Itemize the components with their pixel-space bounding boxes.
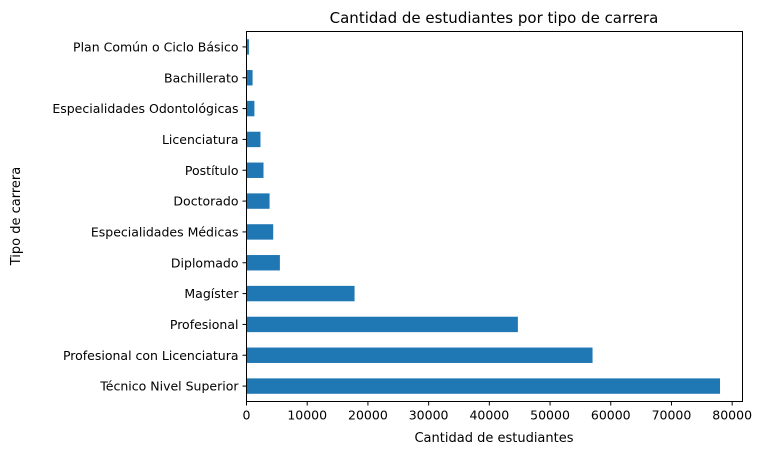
y-tick-label: Técnico Nivel Superior [99,379,239,394]
bar [246,378,721,394]
bar [246,224,274,240]
y-tick-label: Especialidades Médicas [91,224,239,239]
bars-group [246,39,721,394]
y-axis: Técnico Nivel Superior Profesional con Li… [52,39,247,394]
bar [246,285,355,302]
x-tick-label: 80000 [712,408,752,423]
y-tick-label: Plan Común o Ciclo Básico [73,39,238,54]
y-tick-label: Profesional [170,317,239,332]
bar [246,316,518,333]
bar [246,70,253,86]
x-tick-label: 20000 [348,408,388,423]
y-tick-label: Licenciatura [162,132,239,147]
x-tick-label: 50000 [530,408,570,423]
y-tick-label: Magíster [184,286,239,301]
y-tick-label: Especialidades Odontológicas [52,101,238,116]
y-tick-label: Diplomado [171,255,239,270]
y-axis-label: Tipo de carrera [9,167,24,266]
x-tick-label: 30000 [409,408,449,423]
x-tick-label: 0 [243,408,251,423]
x-tick-label: 60000 [591,408,631,423]
plot-frame [246,31,743,402]
bar [246,347,593,363]
x-tick-label: 70000 [652,408,692,423]
bar [246,100,255,117]
bar [246,131,261,148]
x-axis-label: Cantidad de estudiantes [414,431,573,446]
y-tick-label: Doctorado [173,194,238,209]
bar [246,162,264,178]
bar [246,255,280,271]
y-tick-label: Postítulo [185,163,239,178]
x-tick-label: 10000 [287,408,327,423]
y-tick-label: Profesional con Licenciatura [63,348,239,363]
bar [246,39,249,55]
y-tick-label: Bachillerato [164,70,239,85]
x-axis: 0 10000 20000 30000 40000 50000 60000 70000 8000… [243,401,752,423]
chart-title: Cantidad de estudiantes por tipo de carr… [330,9,659,27]
bar [246,193,270,209]
x-tick-label: 40000 [469,408,509,423]
